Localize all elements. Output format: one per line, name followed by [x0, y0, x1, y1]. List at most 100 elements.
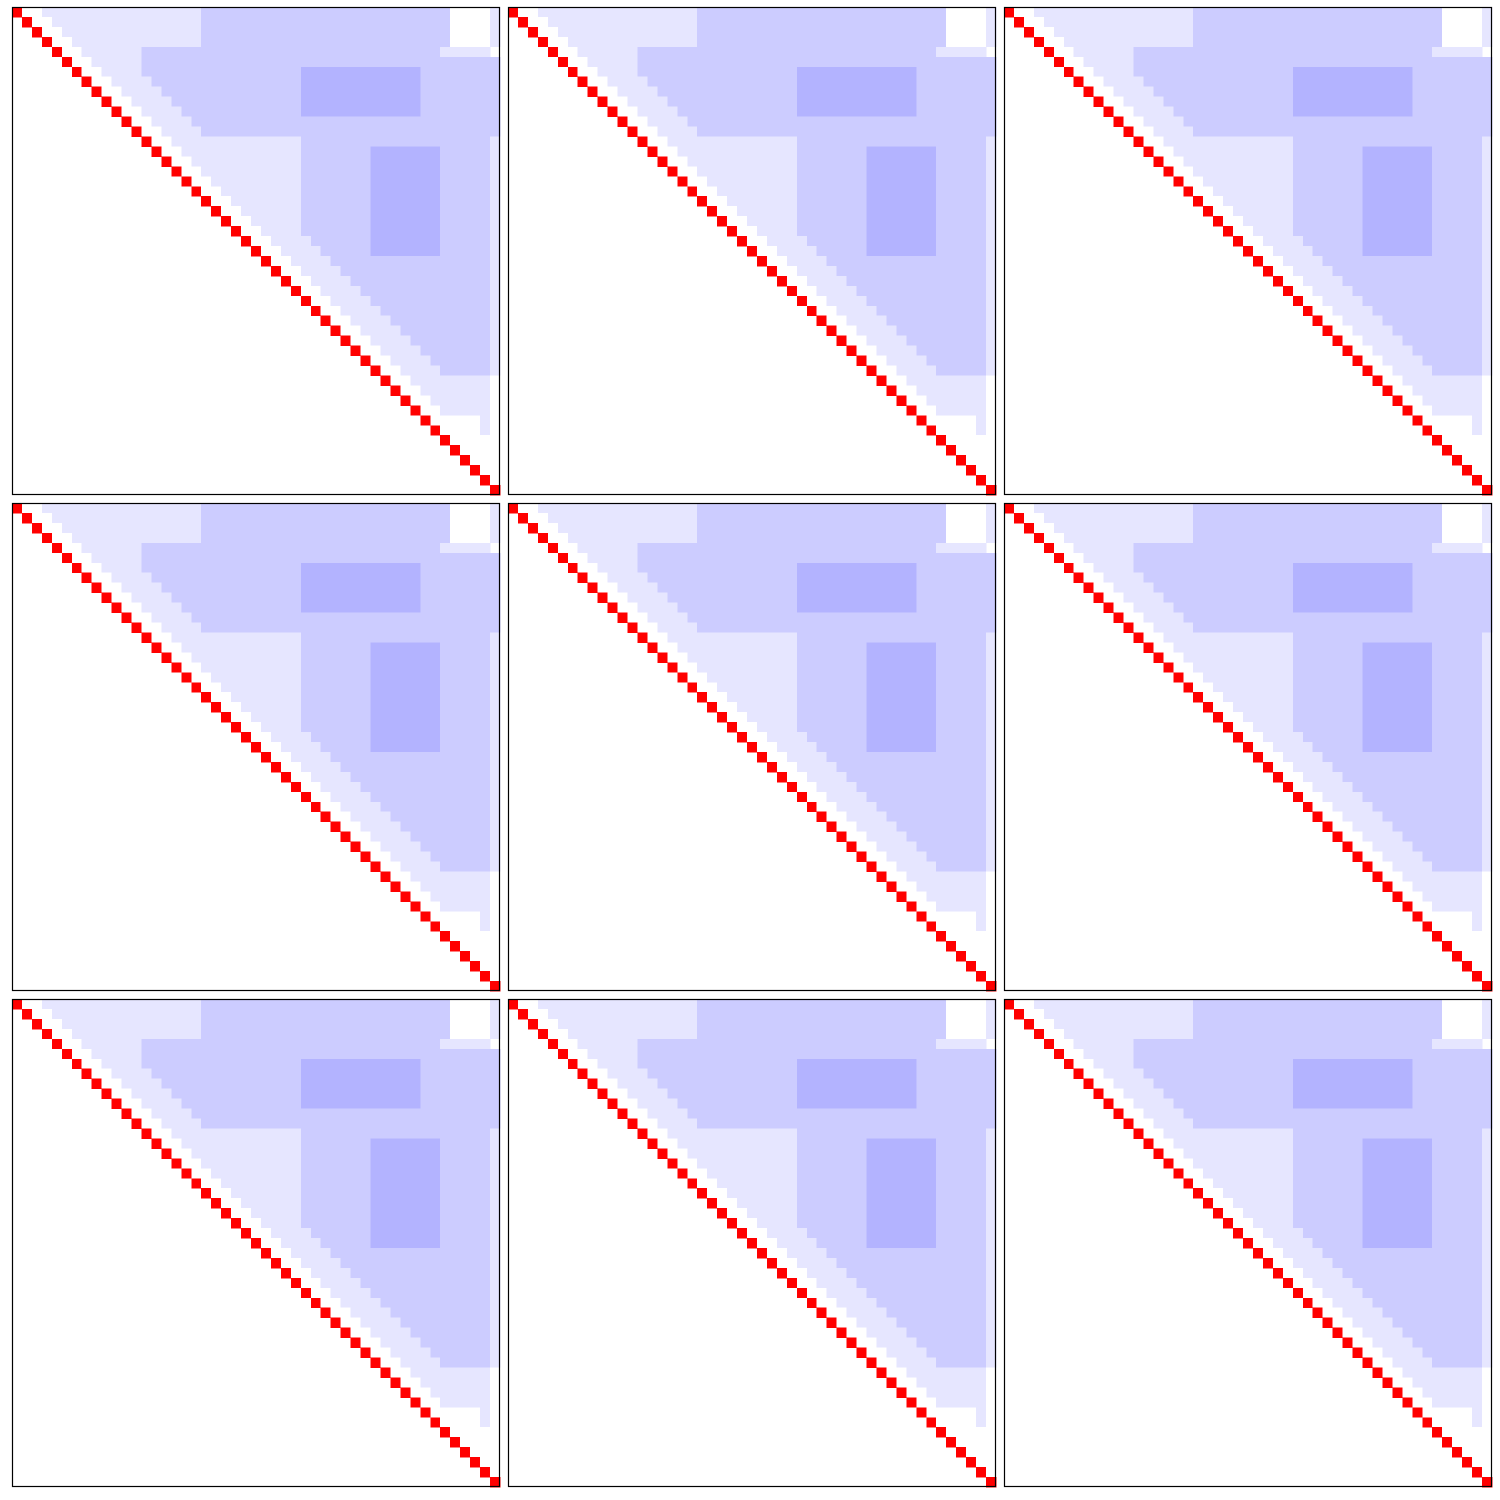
heatmap-cell [1442, 295, 1453, 307]
heatmap-cell [380, 582, 391, 594]
heatmap-cell [490, 592, 501, 603]
heatmap-cell [1392, 26, 1403, 38]
heatmap-cell [320, 652, 332, 663]
heatmap-cell [567, 16, 579, 28]
heatmap-cell [470, 582, 481, 594]
heatmap-cell [1342, 246, 1353, 257]
heatmap-cell [420, 305, 431, 317]
heatmap-cell [400, 512, 411, 524]
heatmap-cell [1312, 46, 1324, 58]
heatmap-cell [430, 166, 441, 177]
heatmap-cell [151, 522, 162, 534]
heatmap-cell [231, 562, 242, 574]
heatmap-cell [380, 106, 391, 117]
heatmap-cell [1262, 146, 1274, 157]
heatmap-cell [966, 146, 977, 157]
heatmap-cell [717, 156, 728, 167]
heatmap-cell [41, 532, 53, 544]
heatmap-cell [756, 216, 768, 227]
heatmap-cell [460, 662, 471, 673]
heatmap-cell [986, 305, 997, 317]
heatmap-cell [450, 445, 461, 456]
heatmap-cell [241, 16, 252, 28]
heatmap-cell [727, 512, 738, 524]
heatmap-cell [221, 532, 232, 544]
heatmap-cell [360, 811, 371, 823]
heatmap-cell [410, 712, 421, 723]
heatmap-cell [657, 76, 668, 88]
heatmap-cell [131, 552, 142, 564]
heatmap-cell [1462, 26, 1473, 38]
heatmap-cell [936, 355, 947, 366]
heatmap-cell [1422, 385, 1433, 396]
heatmap-cell [886, 136, 897, 147]
heatmap-cell [1322, 186, 1334, 197]
heatmap-cell [876, 16, 887, 28]
heatmap-cell [390, 295, 401, 307]
heatmap-cell [1352, 355, 1363, 366]
heatmap-cell [320, 106, 332, 117]
heatmap-cell [420, 395, 431, 406]
heatmap-cell [480, 781, 491, 793]
heatmap-cell [460, 931, 471, 942]
heatmap-cell [111, 592, 122, 603]
heatmap-cell [300, 136, 312, 147]
heatmap-cell [766, 236, 778, 247]
heatmap-cell [390, 672, 401, 683]
heatmap-cell [1292, 16, 1304, 28]
heatmap-cell [1402, 26, 1413, 38]
heatmap-cell [191, 632, 202, 643]
heatmap-cell [926, 415, 937, 426]
heatmap-cell [300, 751, 312, 763]
heatmap-cell [71, 552, 83, 564]
heatmap-cell [826, 26, 838, 38]
heatmap-cell [201, 642, 212, 653]
heatmap-cell [1472, 325, 1483, 337]
heatmap-cell [460, 116, 471, 127]
heatmap-cell [1422, 56, 1433, 68]
heatmap-cell [876, 186, 887, 197]
heatmap-cell [697, 26, 708, 38]
heatmap-cell [370, 781, 381, 793]
heatmap-cell [956, 136, 967, 147]
heatmap-cell [1272, 56, 1284, 68]
heatmap-cell [440, 592, 451, 603]
heatmap-cell [440, 921, 451, 932]
heatmap-cell [290, 582, 302, 594]
heatmap-cell [826, 36, 838, 48]
heatmap-cell [826, 265, 838, 277]
heatmap-cell [1462, 415, 1473, 426]
heatmap-cell [350, 751, 361, 763]
heatmap-cell [360, 791, 371, 803]
heatmap-cell [816, 46, 828, 58]
heatmap-cell [350, 186, 361, 197]
heatmap-cell [1402, 56, 1413, 68]
heatmap-cell [181, 672, 192, 683]
heatmap-cell [141, 522, 152, 534]
heatmap-cell [1462, 7, 1473, 18]
heatmap-cell [796, 116, 808, 127]
heatmap-cell [1292, 196, 1304, 207]
heatmap-cell [390, 216, 401, 227]
heatmap-cell [221, 602, 232, 613]
heatmap-cell [1482, 355, 1493, 366]
heatmap-cell [1183, 16, 1194, 28]
heatmap-cell [1482, 265, 1493, 277]
heatmap-cell [300, 176, 312, 187]
heatmap-cell [480, 46, 491, 58]
heatmap-cell [1023, 26, 1035, 38]
heatmap-cell [836, 7, 848, 18]
heatmap-cell [1352, 36, 1363, 48]
heatmap-cell [1432, 385, 1443, 396]
heatmap-cell [1442, 146, 1453, 157]
heatmap-cell [1203, 116, 1214, 127]
heatmap-cell [876, 206, 887, 217]
heatmap-cell [896, 16, 907, 28]
heatmap-cell [1412, 325, 1423, 337]
heatmap-cell [1332, 7, 1344, 18]
heatmap-cell [657, 116, 668, 127]
heatmap-cell [1432, 116, 1443, 127]
heatmap-cell [1432, 345, 1443, 356]
heatmap-cell [310, 76, 322, 88]
heatmap-cell [241, 692, 252, 703]
